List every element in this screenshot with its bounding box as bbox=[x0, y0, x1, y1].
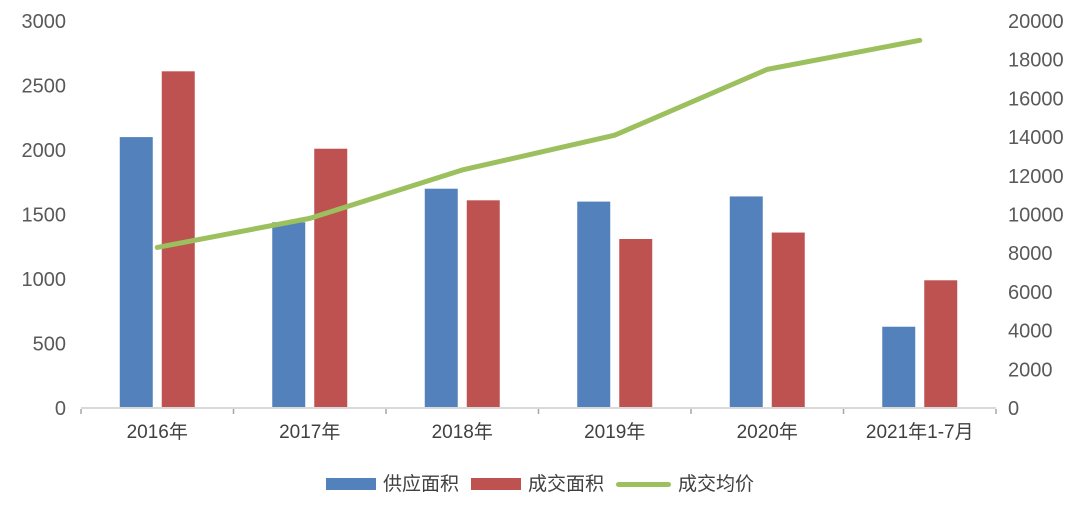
legend-label-sold-area: 成交面积 bbox=[527, 473, 604, 495]
bar-sold-area-2 bbox=[314, 148, 348, 407]
y-left-tick-label: 2500 bbox=[22, 76, 67, 98]
y-right-tick-label: 14000 bbox=[1008, 127, 1064, 149]
x-category-label: 2020年 bbox=[737, 421, 798, 443]
y-left-tick-label: 0 bbox=[55, 398, 66, 420]
legend-item-supply-area: 供应面积 bbox=[325, 473, 459, 495]
bar-sold-area-6 bbox=[924, 280, 958, 407]
legend-swatch-supply-area bbox=[325, 478, 376, 490]
chart-legend: 供应面积 成交面积 成交均价 bbox=[0, 466, 1080, 502]
bar-supply-area-5 bbox=[729, 196, 763, 407]
legend-label-avg-price: 成交均价 bbox=[678, 473, 755, 495]
bar-sold-area-4 bbox=[619, 239, 653, 407]
y-right-tick-label: 8000 bbox=[1008, 243, 1053, 265]
bar-supply-area-4 bbox=[577, 201, 611, 407]
y-left-tick-label: 3000 bbox=[22, 11, 67, 33]
x-category-label: 2017年 bbox=[279, 421, 340, 443]
y-right-tick-label: 0 bbox=[1008, 398, 1019, 420]
bar-supply-area-6 bbox=[882, 326, 916, 407]
y-right-tick-label: 18000 bbox=[1008, 50, 1064, 72]
chart-plot-area: 0 500 1000 1500 2000 2500 3000 0 2000 4000 6000 800… bbox=[22, 11, 1064, 443]
y-right-tick-label: 10000 bbox=[1008, 205, 1064, 227]
y-left-tick-label: 1500 bbox=[22, 205, 67, 227]
legend-item-sold-area: 成交面积 bbox=[470, 473, 604, 495]
x-category-label: 2021年1-7月 bbox=[866, 421, 974, 443]
bar-sold-area-5 bbox=[771, 232, 805, 407]
y-right-tick-label: 2000 bbox=[1008, 359, 1053, 381]
legend-label-supply-area: 供应面积 bbox=[382, 473, 459, 495]
legend-swatch-avg-price bbox=[616, 481, 671, 487]
bar-supply-area-1 bbox=[119, 137, 153, 407]
line-avg-price bbox=[154, 37, 923, 250]
legend-swatch-sold-area bbox=[470, 478, 521, 490]
x-category-label: 2016年 bbox=[127, 421, 188, 443]
y-right-tick-label: 6000 bbox=[1008, 282, 1053, 304]
y-right-tick-label: 20000 bbox=[1008, 11, 1064, 33]
y-left-tick-label: 1000 bbox=[22, 269, 67, 291]
y-right-tick-label: 12000 bbox=[1008, 166, 1064, 188]
bar-sold-area-3 bbox=[466, 200, 500, 407]
y-right-tick-label: 16000 bbox=[1008, 88, 1064, 110]
y-right-tick-label: 4000 bbox=[1008, 321, 1053, 343]
y-left-tick-label: 500 bbox=[33, 334, 66, 356]
legend-item-avg-price: 成交均价 bbox=[616, 475, 754, 494]
x-category-label: 2019年 bbox=[584, 421, 645, 443]
bar-supply-area-2 bbox=[272, 222, 306, 407]
bar-supply-area-3 bbox=[424, 188, 458, 407]
y-left-tick-label: 2000 bbox=[22, 140, 67, 162]
x-category-label: 2018年 bbox=[432, 421, 493, 443]
